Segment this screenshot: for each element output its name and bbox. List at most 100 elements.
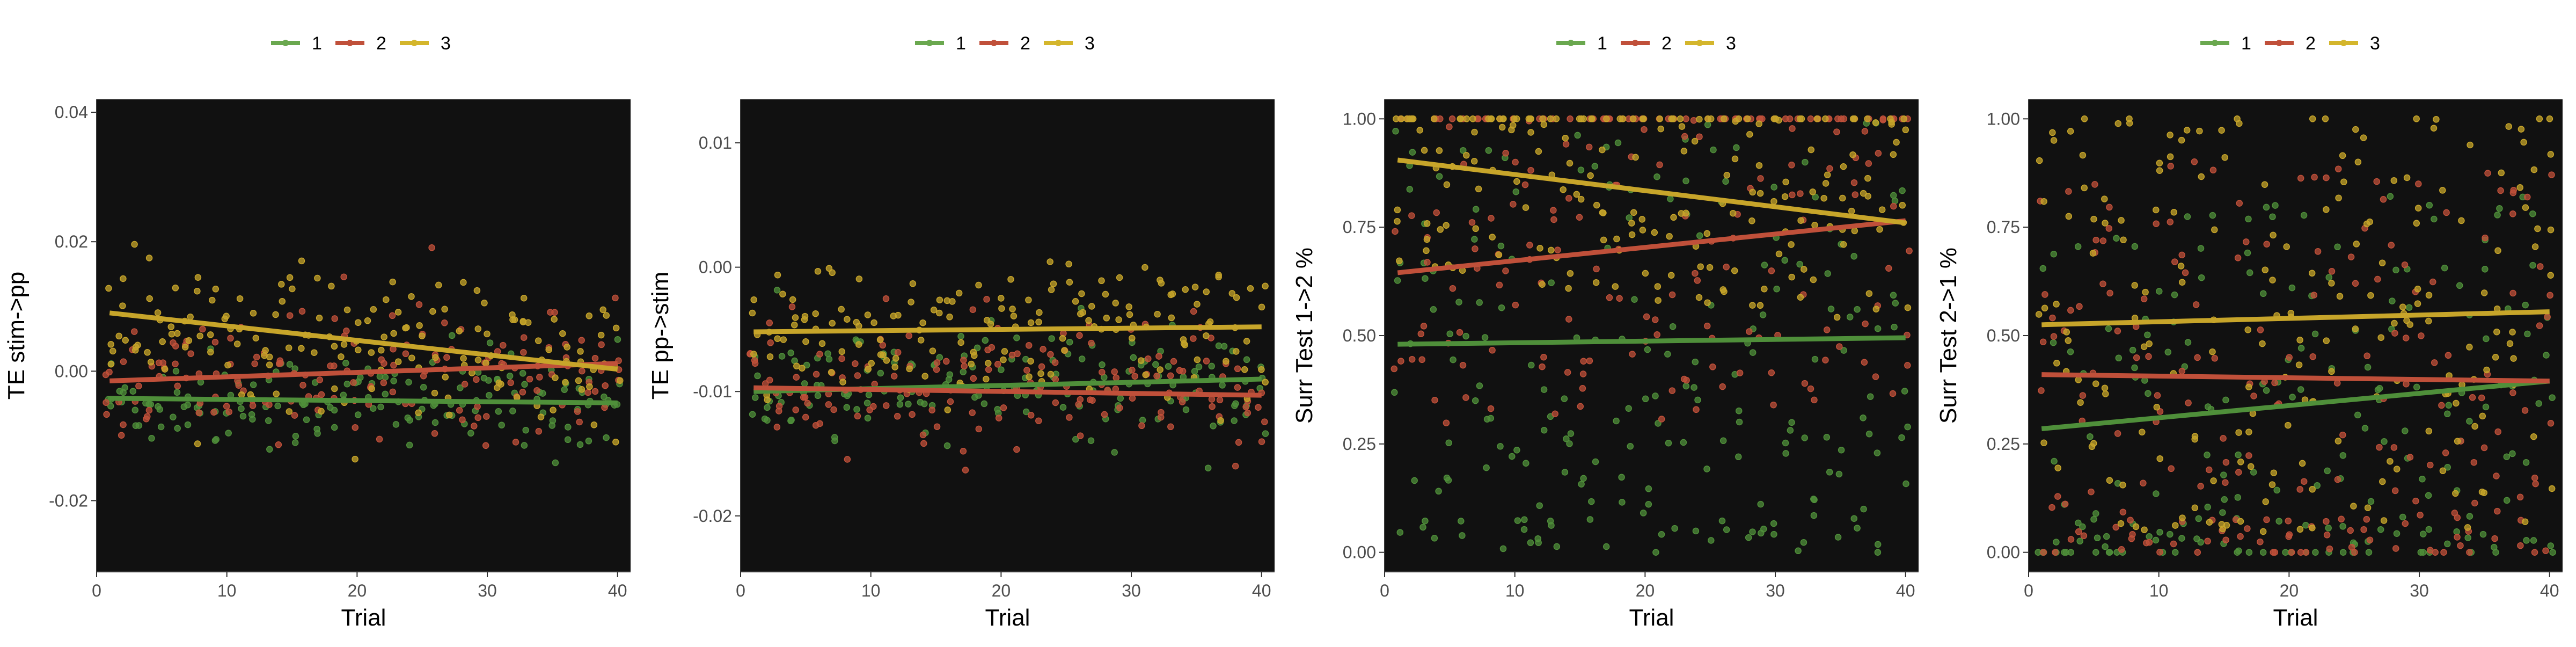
scatter-point-series-3 (1102, 290, 1109, 298)
scatter-point-series-3 (2380, 517, 2388, 524)
scatter-point-series-1 (2425, 526, 2433, 533)
scatter-point-series-1 (1521, 516, 1528, 524)
scatter-point-series-2 (286, 312, 294, 319)
scatter-point-series-3 (2153, 206, 2160, 214)
scatter-point-series-3 (1423, 236, 1431, 243)
scatter-point-series-1 (2221, 496, 2228, 503)
scatter-point-series-1 (1874, 449, 1881, 456)
scatter-point-series-2 (1652, 316, 1659, 323)
scatter-point-series-2 (1488, 215, 1495, 222)
scatter-point-series-2 (2531, 474, 2538, 482)
scatter-point-series-3 (2478, 488, 2486, 496)
scatter-point-series-2 (844, 456, 851, 463)
scatter-point-series-1 (2494, 212, 2501, 219)
scatter-point-series-1 (404, 414, 412, 421)
scatter-point-series-1 (2263, 387, 2270, 394)
scatter-point-series-3 (2117, 520, 2125, 527)
scatter-point-series-1 (2275, 518, 2282, 525)
scatter-point-series-1 (1548, 522, 1555, 529)
scatter-point-series-3 (131, 241, 138, 248)
scatter-point-series-3 (473, 287, 481, 294)
scatter-point-series-1 (2393, 530, 2401, 537)
scatter-point-series-1 (2456, 282, 2463, 289)
scatter-point-series-2 (2209, 166, 2217, 174)
scatter-point-series-1 (1422, 275, 1429, 282)
scatter-point-series-3 (2399, 303, 2406, 311)
scatter-point-series-1 (2152, 536, 2160, 544)
scatter-point-series-2 (2118, 546, 2125, 553)
scatter-point-series-3 (1116, 274, 1123, 281)
scatter-point-series-1 (1472, 397, 1479, 404)
scatter-point-series-1 (1800, 539, 1807, 546)
scatter-point-series-3 (1864, 175, 1871, 182)
scatter-point-series-3 (1749, 302, 1756, 309)
y-tick-label: -0.02 (49, 491, 88, 510)
scatter-point-series-3 (1588, 115, 1595, 122)
scatter-point-series-3 (2352, 325, 2359, 332)
scatter-point-series-3 (1228, 290, 1236, 297)
scatter-point-series-3 (1553, 115, 1560, 122)
scatter-point-series-1 (801, 380, 808, 387)
scatter-point-series-1 (1619, 499, 1626, 506)
scatter-point-series-1 (1834, 534, 1842, 541)
scatter-point-series-3 (1182, 286, 1189, 293)
x-tick-label: 30 (1122, 581, 1141, 600)
scatter-point-series-1 (522, 426, 529, 434)
scatter-point-series-1 (467, 430, 474, 437)
scatter-point-series-1 (1580, 475, 1587, 482)
scatter-point-series-1 (2503, 497, 2511, 504)
scatter-point-series-3 (2520, 139, 2527, 146)
scatter-point-series-2 (1158, 409, 1165, 416)
scatter-point-series-2 (2061, 500, 2069, 507)
scatter-point-series-3 (801, 312, 809, 320)
scatter-point-series-1 (2297, 345, 2305, 352)
scatter-point-series-2 (2263, 516, 2270, 524)
scatter-point-series-2 (174, 382, 181, 390)
scatter-point-series-3 (311, 349, 318, 356)
scatter-point-series-2 (1788, 162, 1795, 169)
scatter-point-series-2 (767, 339, 774, 346)
scatter-point-series-2 (520, 348, 527, 356)
scatter-point-series-3 (617, 377, 624, 384)
scatter-point-series-2 (1472, 245, 1479, 252)
scatter-point-series-1 (1901, 388, 1908, 395)
scatter-point-series-2 (2257, 538, 2264, 546)
scatter-point-series-1 (2156, 529, 2163, 536)
scatter-point-series-3 (1431, 115, 1438, 122)
scatter-point-series-1 (342, 360, 349, 367)
scatter-point-series-1 (1846, 314, 1854, 321)
scatter-point-series-2 (969, 306, 977, 313)
scatter-point-series-1 (549, 417, 557, 424)
scatter-point-series-2 (2170, 540, 2177, 548)
x-tick-label: 10 (2149, 581, 2169, 600)
scatter-point-series-3 (877, 351, 884, 358)
scatter-point-series-3 (1241, 366, 1248, 373)
scatter-point-series-1 (331, 424, 338, 431)
x-tick-label: 20 (1636, 581, 1655, 600)
scatter-point-series-1 (1664, 351, 1671, 358)
scatter-point-series-1 (1476, 382, 1483, 389)
scatter-point-series-2 (879, 341, 887, 349)
scatter-point-series-3 (1900, 115, 1907, 122)
scatter-point-series-1 (1770, 184, 1777, 191)
scatter-point-series-2 (2054, 493, 2061, 500)
scatter-point-series-1 (2431, 215, 2438, 223)
scatter-point-series-2 (2191, 158, 2198, 165)
scatter-point-series-3 (1262, 282, 1269, 290)
scatter-point-series-3 (2433, 116, 2440, 123)
scatter-point-series-1 (1658, 530, 1665, 538)
scatter-point-series-1 (1498, 304, 1505, 311)
scatter-point-series-3 (612, 324, 620, 332)
scatter-point-series-3 (368, 349, 375, 356)
legend-label: 1 (1597, 33, 1607, 54)
scatter-point-series-3 (2114, 120, 2122, 127)
scatter-point-series-1 (2193, 535, 2200, 542)
scatter-point-series-1 (2482, 403, 2490, 411)
scatter-point-series-1 (1812, 193, 1819, 201)
scatter-point-series-3 (750, 351, 757, 358)
scatter-point-series-2 (378, 356, 385, 364)
scatter-point-series-3 (1840, 241, 1847, 248)
scatter-point-series-3 (316, 315, 323, 322)
scatter-point-series-2 (1539, 363, 1546, 370)
